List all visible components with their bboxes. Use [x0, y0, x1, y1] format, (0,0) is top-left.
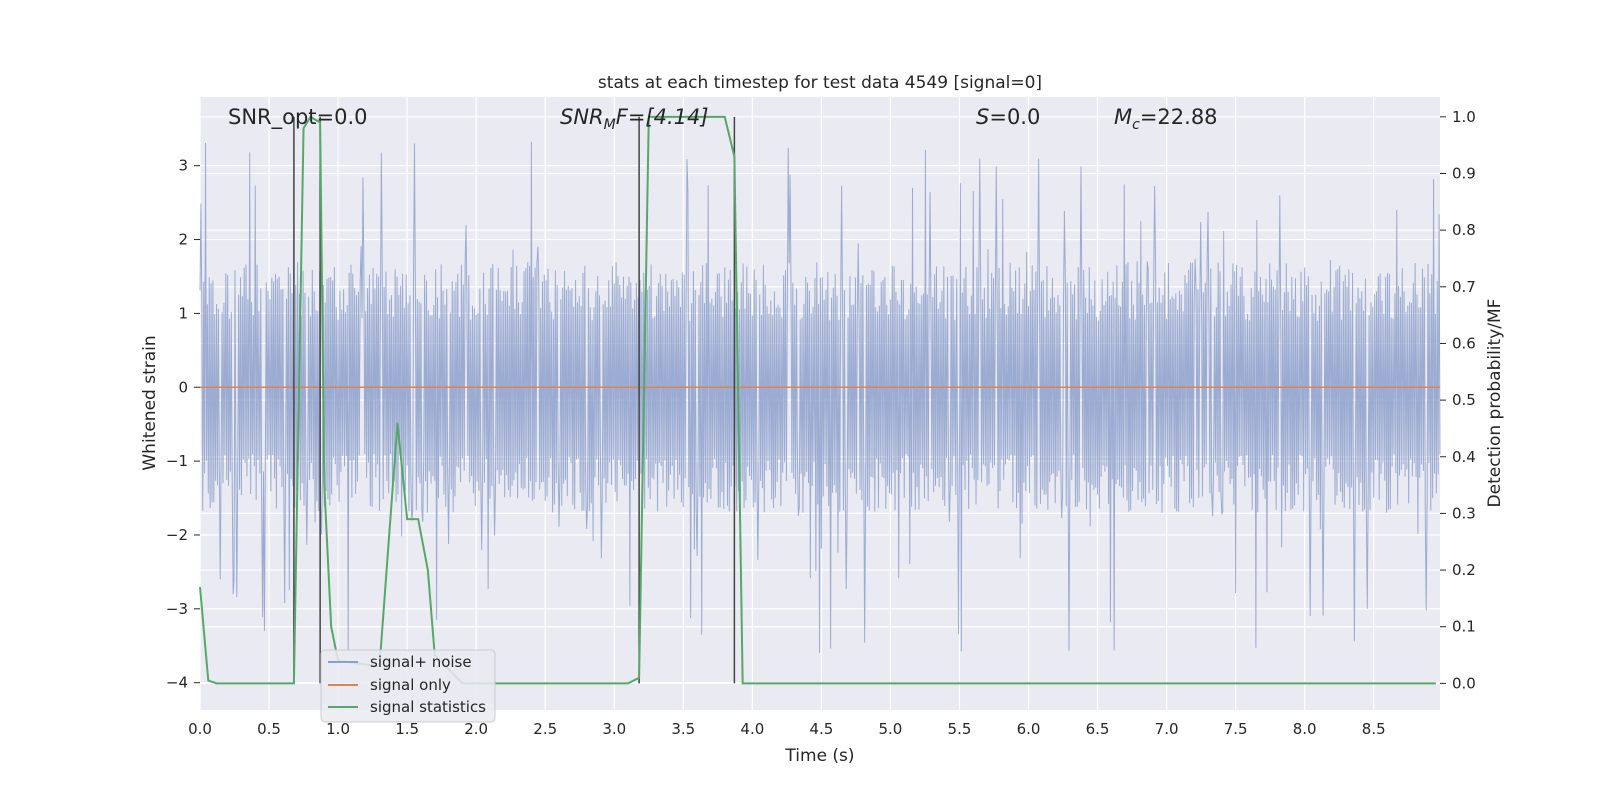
annotation-snr-mf: SNRMF=[4.14] [560, 105, 709, 133]
annotation-snr-opt: SNR_opt=0.0 [228, 105, 368, 130]
x-tick-label: 2.5 [533, 720, 557, 738]
y-left-tick-label: 3 [178, 157, 188, 175]
y-right-tick-label: 0.3 [1452, 504, 1476, 522]
x-tick-label: 8.0 [1293, 720, 1317, 738]
y-right-tick-label: 0.0 [1452, 674, 1476, 692]
noise-line [199, 141, 1441, 653]
x-tick-label: 0.0 [188, 720, 212, 738]
chart-title: stats at each timestep for test data 454… [598, 73, 1042, 93]
y-right-tick-label: 0.9 [1452, 164, 1476, 182]
x-tick-label: 6.0 [1017, 720, 1041, 738]
x-tick-label: 3.0 [602, 720, 626, 738]
y-left-tick-label: −1 [166, 452, 188, 470]
x-tick-label: 7.0 [1155, 720, 1179, 738]
x-tick-label: 0.5 [257, 720, 281, 738]
x-tick-label: 1.0 [326, 720, 350, 738]
legend-label-noise: signal+ noise [370, 653, 472, 671]
y-right-axis-label: Detection probability/MF [1485, 299, 1505, 508]
legend-label-signal: signal only [370, 676, 451, 694]
y-right-tick-label: 0.2 [1452, 561, 1476, 579]
statistics-line [199, 115, 1436, 685]
x-axis-label: Time (s) [784, 746, 854, 766]
x-tick-label: 3.5 [671, 720, 695, 738]
y-left-tick-labels: 3 2 1 0 −1 −2 −3 −4 [166, 157, 200, 692]
y-right-tick-label: 0.5 [1452, 391, 1476, 409]
x-tick-label: 4.0 [740, 720, 764, 738]
y-right-tick-labels: 1.0 0.9 0.8 0.7 0.6 0.5 0.4 0.3 0.2 0.1 0.0 [1440, 108, 1476, 692]
y-right-tick-label: 0.1 [1452, 618, 1476, 636]
annotation-mc: Mc=22.88 [1114, 105, 1218, 133]
y-right-tick-label: 0.8 [1452, 221, 1476, 239]
x-tick-label: 5.0 [878, 720, 902, 738]
x-tick-labels: 0.0 0.5 1.0 1.5 2.0 2.5 3.0 3.5 4.0 4.5 5.0 5.5 6.0 6… [188, 720, 1386, 738]
y-left-tick-label: 0 [178, 378, 188, 396]
series-signal-statistics [199, 115, 1436, 685]
legend-label-statistics: signal statistics [370, 698, 486, 716]
annotation-s: S=0.0 [976, 105, 1040, 129]
x-tick-label: 5.5 [948, 720, 972, 738]
x-tick-label: 8.5 [1362, 720, 1386, 738]
legend: signal+ noise signal only signal statist… [320, 649, 496, 723]
y-left-axis-label: Whitened strain [140, 335, 160, 470]
x-tick-label: 1.5 [395, 720, 419, 738]
y-left-tick-label: 1 [178, 304, 188, 322]
y-right-tick-label: 1.0 [1452, 108, 1476, 126]
y-left-tick-label: −2 [166, 526, 188, 544]
y-left-tick-label: 2 [178, 231, 188, 249]
x-tick-label: 7.5 [1224, 720, 1248, 738]
y-left-tick-label: −3 [166, 600, 188, 618]
x-tick-label: 4.5 [809, 720, 833, 738]
x-tick-label: 2.0 [464, 720, 488, 738]
y-right-tick-label: 0.6 [1452, 334, 1476, 352]
y-right-tick-label: 0.7 [1452, 278, 1476, 296]
y-left-tick-label: −4 [166, 674, 188, 692]
plot-area [199, 97, 1441, 710]
series-signal-plus-noise [199, 141, 1441, 653]
x-tick-label: 6.5 [1086, 720, 1110, 738]
y-right-tick-label: 0.4 [1452, 448, 1476, 466]
legend-box [320, 649, 496, 723]
